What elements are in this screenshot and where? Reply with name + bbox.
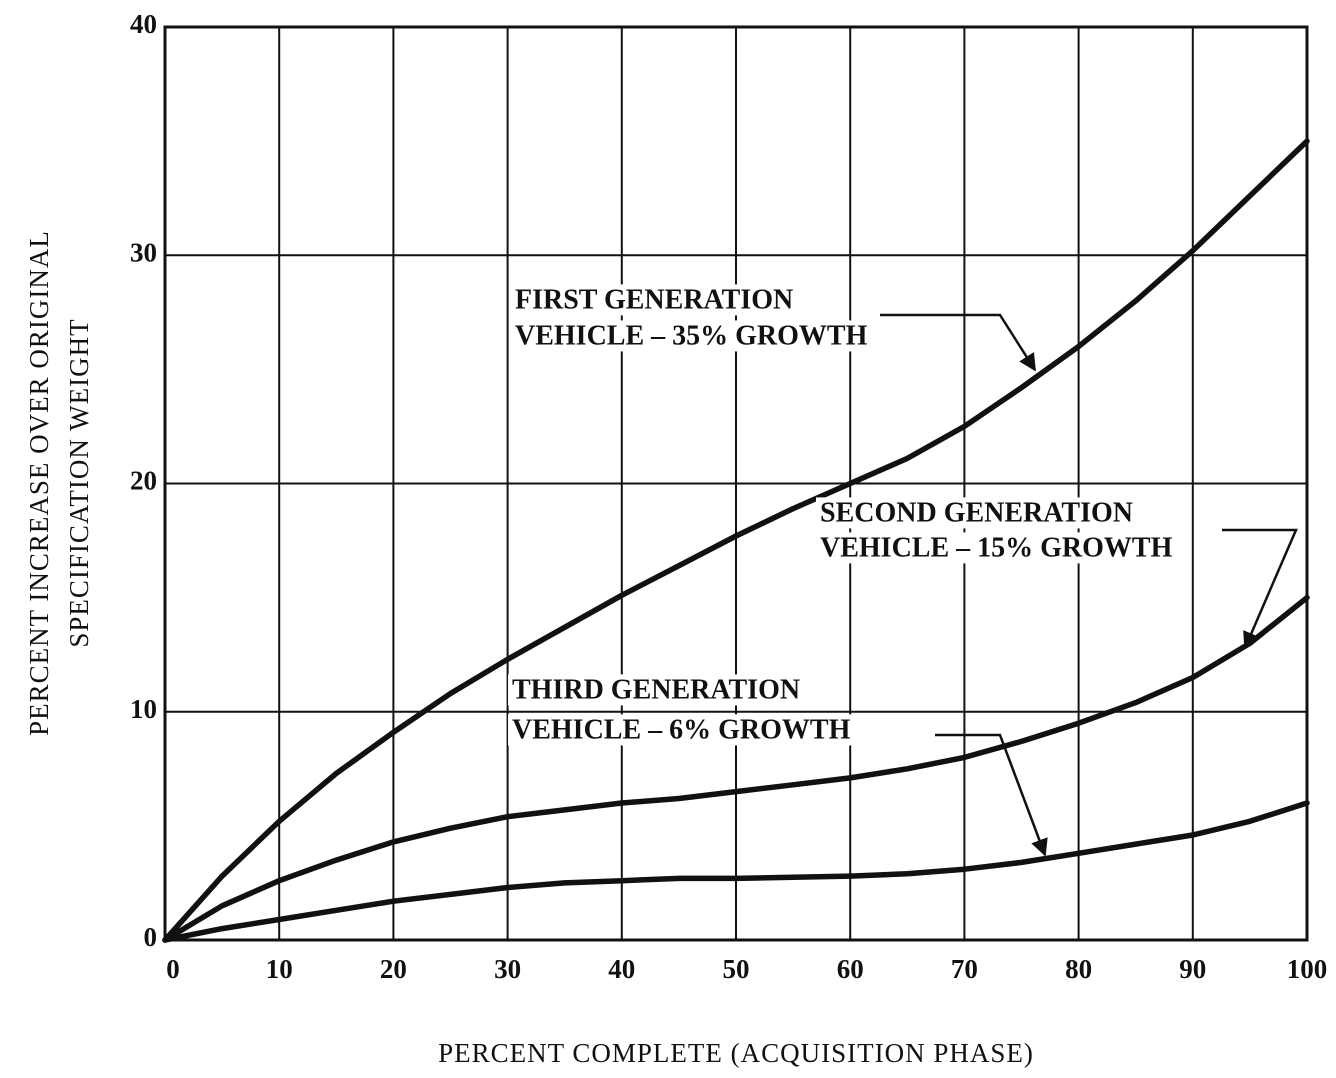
x-tick-label: 100 <box>1287 954 1328 984</box>
y-tick-label: 10 <box>130 694 157 724</box>
y-axis-label-line: SPECIFICATION WEIGHT <box>64 318 94 647</box>
x-tick-label: 20 <box>380 954 407 984</box>
leader-line <box>1222 528 1298 650</box>
annotations: FIRST GENERATION VEHICLE – 35% GROWTH SECO… <box>508 284 1298 857</box>
y-tick-label: 40 <box>130 9 157 39</box>
x-axis-label: PERCENT COMPLETE (ACQUISITION PHASE) <box>438 1038 1034 1068</box>
y-tick-label: 30 <box>130 237 157 267</box>
leader-line <box>935 733 1048 857</box>
leader-line <box>880 313 1037 372</box>
x-tick-label: 10 <box>266 954 293 984</box>
annotation-text: THIRD GENERATION <box>512 674 800 705</box>
x-tick-label: 40 <box>608 954 635 984</box>
annotation-text: VEHICLE – 15% GROWTH <box>820 532 1173 563</box>
line-series <box>162 594 1310 943</box>
y-tick-label: 0 <box>144 922 158 952</box>
y-axis-label-line: PERCENT INCREASE OVER ORIGINAL <box>24 230 54 736</box>
grid <box>164 26 1308 941</box>
annotation-text: VEHICLE – 35% GROWTH <box>515 320 868 351</box>
annotation-background <box>816 497 1137 529</box>
x-tick-label: 0 <box>166 954 180 984</box>
x-tick-label: 80 <box>1065 954 1092 984</box>
x-tick-label: 60 <box>837 954 864 984</box>
plot-frame <box>163 25 1309 942</box>
x-tick-label: 50 <box>723 954 750 984</box>
line-series <box>162 800 1310 943</box>
annotation-background <box>508 674 805 706</box>
x-tick-label: 90 <box>1179 954 1206 984</box>
annotation-text: SECOND GENERATION <box>820 497 1133 528</box>
y-tick-label: 20 <box>130 466 157 496</box>
y-axis-label: PERCENT INCREASE OVER ORIGINAL SPECIFICA… <box>24 230 94 736</box>
annotation-background <box>508 714 855 746</box>
annotation-background <box>511 320 872 352</box>
x-tick-label: 70 <box>951 954 978 984</box>
curves <box>162 138 1310 943</box>
annotation-background <box>816 532 1177 564</box>
x-tick-label: 30 <box>494 954 521 984</box>
annotation-text: FIRST GENERATION <box>515 284 793 315</box>
annotation-background <box>511 284 798 316</box>
line-series <box>162 138 1310 943</box>
annotation-text: VEHICLE – 6% GROWTH <box>512 714 851 745</box>
